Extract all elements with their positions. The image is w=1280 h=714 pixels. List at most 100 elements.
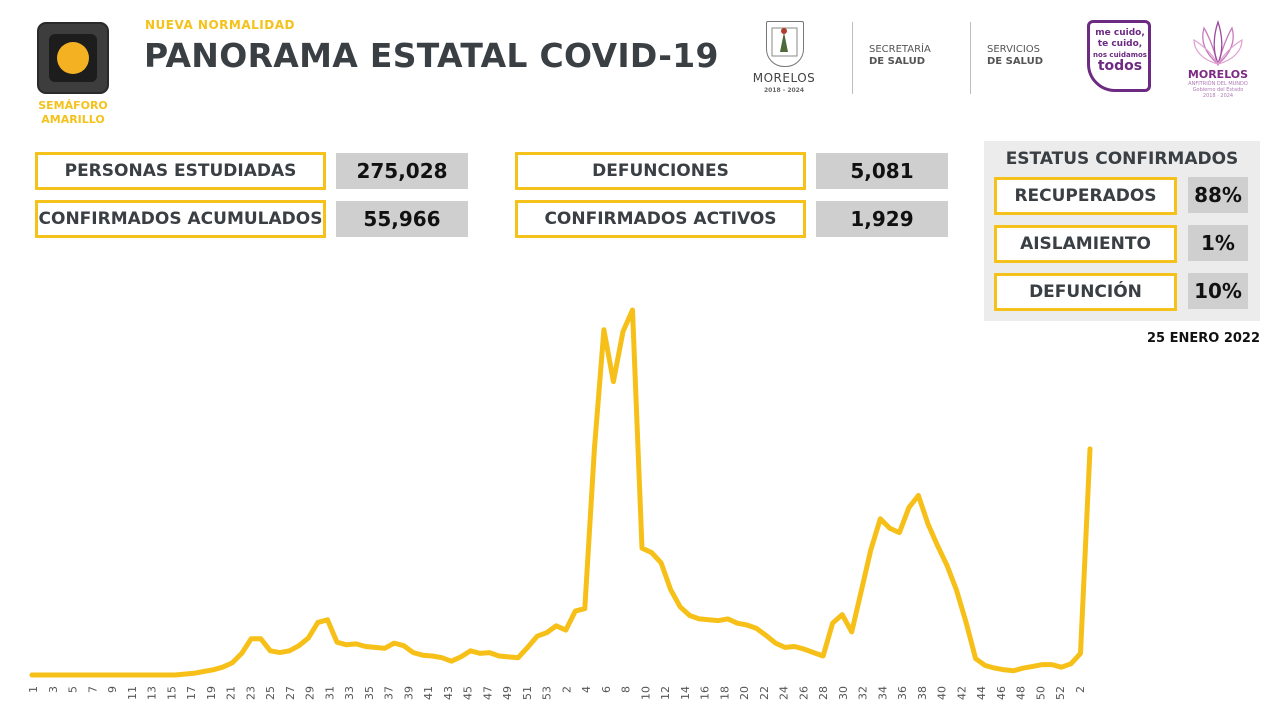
x-tick-label: 46: [995, 686, 1008, 700]
x-tick-label: 31: [323, 686, 336, 700]
morelos2-logo-sub: ANFITRIÓN DEL MUNDO Gobierno del Estado …: [1185, 81, 1251, 99]
x-tick-label: 51: [521, 686, 534, 700]
confirmados-activos-value: 1,929: [816, 201, 948, 237]
x-tick-label: 38: [916, 686, 929, 700]
servicios-line2: DE SALUD: [987, 56, 1043, 67]
personas-estudiadas-label: PERSONAS ESTUDIADAS: [35, 152, 326, 190]
x-tick-label: 44: [975, 686, 988, 700]
secretaria-salud-logo: SECRETARÍA DE SALUD: [869, 44, 931, 68]
logo-divider: [852, 22, 853, 94]
campaign-line3: nos cuidamos: [1093, 51, 1147, 59]
x-tick-label: 12: [659, 686, 672, 700]
x-tick-label: 27: [284, 686, 297, 700]
aislamiento-value: 1%: [1188, 225, 1248, 261]
page-title: PANORAMA ESTATAL COVID-19: [144, 36, 719, 75]
x-tick-label: 43: [442, 686, 455, 700]
x-tick-label: 2: [1074, 686, 1087, 693]
x-tick-label: 39: [402, 686, 415, 700]
x-tick-label: 14: [679, 686, 692, 700]
x-tick-label: 48: [1015, 686, 1028, 700]
defunciones-value: 5,081: [816, 153, 948, 189]
x-tick-label: 41: [422, 686, 435, 700]
x-tick-label: 24: [778, 686, 791, 700]
semaforo-caption: SEMÁFORO AMARILLO: [28, 99, 118, 127]
lotus-logo-icon: [1193, 20, 1243, 66]
x-tick-label: 52: [1054, 686, 1067, 700]
x-tick-label: 20: [738, 686, 751, 700]
page-subtitle: NUEVA NORMALIDAD: [145, 18, 295, 32]
x-tick-label: 53: [541, 686, 554, 700]
series-line: [29, 307, 1093, 678]
campaign-line1: me cuido,: [1095, 28, 1145, 38]
morelos-logo-years: 2018 - 2024: [763, 87, 805, 94]
campaign-line2: te cuido,: [1097, 39, 1143, 49]
x-tick-label: 1: [27, 686, 40, 693]
x-tick-label: 40: [936, 686, 949, 700]
logo-divider: [970, 22, 971, 94]
x-tick-label: 10: [639, 686, 652, 700]
x-tick-label: 29: [304, 686, 317, 700]
recuperados-value: 88%: [1188, 177, 1248, 213]
x-tick-label: 4: [580, 686, 593, 693]
x-tick-label: 30: [837, 686, 850, 700]
semaforo-caption-line1: SEMÁFORO: [38, 99, 108, 112]
cases-line-chart: 1 3 5 7 9 11 13 15 17 19 21 23 25 27 29 31 33 35 37 39 41 43 4…: [27, 307, 1093, 700]
x-tick-label: 16: [699, 686, 712, 700]
x-tick-label: 34: [876, 686, 889, 700]
defunciones-label: DEFUNCIONES: [515, 152, 806, 190]
aislamiento-label: AISLAMIENTO: [994, 225, 1177, 263]
x-tick-label: 17: [185, 686, 198, 700]
x-tick-label: 23: [244, 686, 257, 700]
secretaria-line2: DE SALUD: [869, 56, 925, 67]
x-tick-label: 7: [86, 686, 99, 693]
x-tick-label: 26: [797, 686, 810, 700]
x-tick-label: 45: [462, 686, 475, 700]
x-tick-label: 11: [126, 686, 139, 700]
x-tick-label: 15: [165, 686, 178, 700]
x-tick-label: 50: [1034, 686, 1047, 700]
x-tick-label: 13: [146, 686, 159, 700]
x-tick-label: 9: [106, 686, 119, 693]
x-tick-label: 42: [955, 686, 968, 700]
x-tick-label: 33: [343, 686, 356, 700]
confirmados-acumulados-label: CONFIRMADOS ACUMULADOS: [35, 200, 326, 238]
x-tick-label: 2: [560, 686, 573, 693]
morelos2-sub-line2: Gobierno del Estado: [1192, 87, 1244, 93]
x-tick-label: 6: [600, 686, 613, 693]
recuperados-label: RECUPERADOS: [994, 177, 1177, 215]
morelos2-sub-line3: 2018 · 2024: [1202, 93, 1234, 99]
x-tick-label: 5: [67, 686, 80, 693]
semaforo-caption-line2: AMARILLO: [41, 113, 105, 126]
x-tick-label: 18: [718, 686, 731, 700]
report-date: 25 ENERO 2022: [1146, 331, 1260, 346]
x-tick-label: 21: [225, 686, 238, 700]
x-tick-label: 28: [817, 686, 830, 700]
morelos2-sub-line1: ANFITRIÓN DEL MUNDO: [1188, 81, 1248, 87]
confirmados-acumulados-value: 55,966: [336, 201, 468, 237]
x-tick-label: 25: [264, 686, 277, 700]
defuncion-value: 10%: [1188, 273, 1248, 309]
x-tick-label: 37: [383, 686, 396, 700]
x-tick-label: 35: [363, 686, 376, 700]
x-tick-label: 36: [896, 686, 909, 700]
x-tick-label: 3: [47, 686, 60, 693]
campaign-line4: todos: [1097, 58, 1143, 74]
servicios-line1: SERVICIOS: [987, 44, 1041, 55]
confirmados-activos-label: CONFIRMADOS ACTIVOS: [515, 200, 806, 238]
semaforo-icon: [37, 22, 109, 94]
x-tick-label: 19: [205, 686, 218, 700]
defuncion-label: DEFUNCIÓN: [994, 273, 1177, 311]
morelos2-logo-name: MORELOS: [1187, 68, 1249, 81]
personas-estudiadas-value: 275,028: [336, 153, 468, 189]
x-tick-label: 49: [501, 686, 514, 700]
campaign-logo-frame: [1087, 20, 1151, 92]
x-tick-label: 32: [857, 686, 870, 700]
secretaria-line1: SECRETARÍA: [869, 44, 931, 55]
servicios-salud-logo: SERVICIOS DE SALUD: [987, 44, 1043, 68]
x-tick-label: 8: [620, 686, 633, 693]
campaign-logo: me cuido, te cuido, nos cuidamos todos: [1091, 28, 1149, 74]
x-tick-label: 47: [481, 686, 494, 700]
morelos-shield-icon: [766, 21, 804, 67]
morelos-logo-name: MORELOS: [752, 71, 816, 85]
x-tick-label: 22: [758, 686, 771, 700]
